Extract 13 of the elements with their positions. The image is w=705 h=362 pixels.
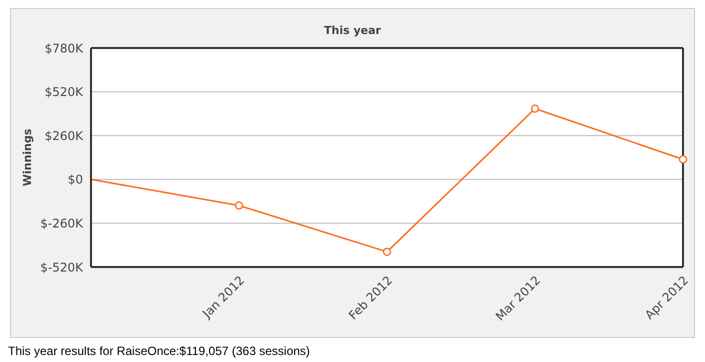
point: [382, 248, 392, 256]
point: [678, 155, 688, 164]
y-axis-title: Winnings: [20, 128, 34, 186]
y-tick-label: $260K: [44, 128, 84, 143]
y-tick-label: $0: [68, 172, 83, 187]
y-tick-label: $-520K: [40, 260, 84, 274]
y-tick-label: $780K: [44, 41, 84, 56]
point: [530, 104, 540, 113]
chart-title: This year: [323, 24, 382, 37]
text: This year results for RaiseOnce:$119,057 (363 sessions): [8, 344, 311, 358]
point: [234, 201, 244, 210]
y-tick-label: $520K: [44, 85, 84, 100]
y-tick-label: $-260K: [40, 216, 84, 230]
